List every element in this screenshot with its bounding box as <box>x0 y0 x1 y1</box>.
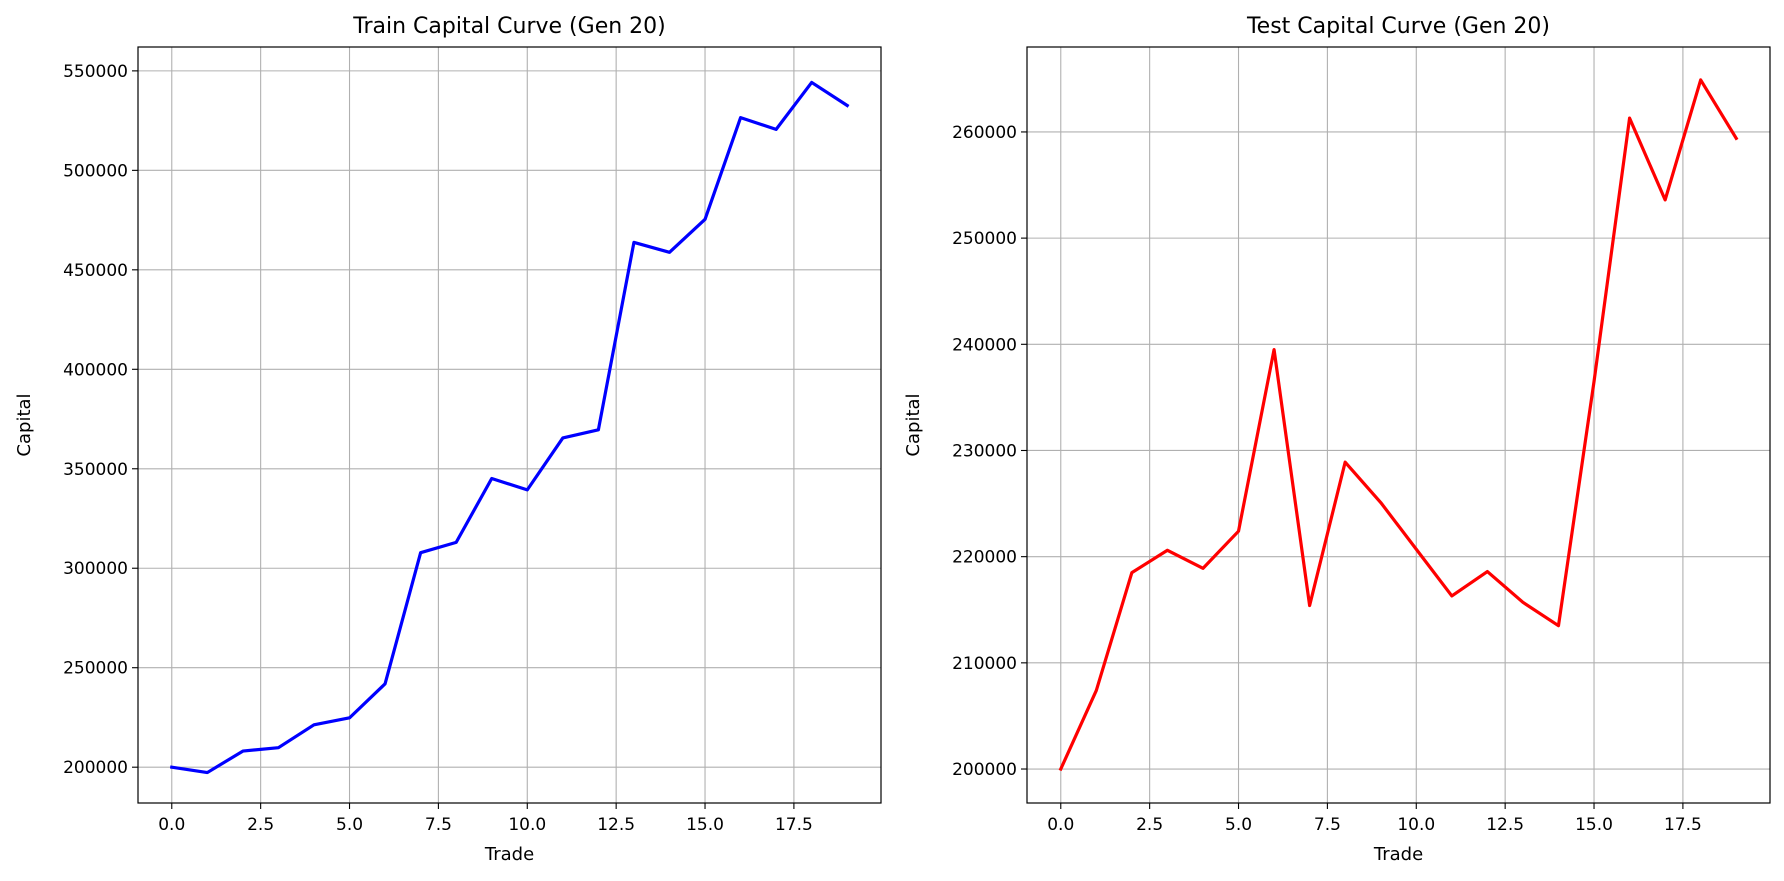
test-y-tick-label: 210000 <box>952 654 1017 674</box>
test-y-tick-label: 250000 <box>952 229 1017 249</box>
train-plot-area <box>169 80 850 775</box>
test-x-tick-label: 17.5 <box>1664 815 1702 835</box>
train-x-axis-label: Trade <box>484 844 534 865</box>
test-grid <box>1027 47 1770 803</box>
test-axes-frame <box>1026 46 1771 804</box>
test-capital-line <box>1058 78 1739 772</box>
train-x-tick-label: 10.0 <box>508 815 546 835</box>
test-x-tick-label: 10.0 <box>1397 815 1435 835</box>
test-ticks: 0.0 2.5 5.0 7.5 10.0 12.5 15.0 17.5 200000 210000… <box>952 123 1702 835</box>
test-chart: 0.0 2.5 5.0 7.5 10.0 12.5 15.0 17.5 200000 210000… <box>903 14 1771 865</box>
train-y-tick-label: 450000 <box>63 261 128 281</box>
train-x-tick-label: 12.5 <box>597 815 635 835</box>
test-x-tick-label: 7.5 <box>1314 815 1341 835</box>
train-y-tick-label: 300000 <box>63 559 128 579</box>
train-y-tick-label: 350000 <box>63 460 128 480</box>
train-y-tick-label: 550000 <box>63 62 128 82</box>
train-y-tick-label: 200000 <box>63 758 128 778</box>
train-chart-title: Train Capital Curve (Gen 20) <box>352 14 666 39</box>
train-x-tick-label: 15.0 <box>686 815 724 835</box>
test-y-axis-label: Capital <box>903 393 924 456</box>
test-y-tick-label: 220000 <box>952 548 1017 568</box>
train-x-tick-label: 0.0 <box>158 815 185 835</box>
test-x-axis-label: Trade <box>1373 844 1423 865</box>
train-axes-frame <box>137 46 882 804</box>
train-ticks: 0.0 2.5 5.0 7.5 10.0 12.5 15.0 17.5 200000 250000… <box>63 62 813 835</box>
train-y-axis-label: Capital <box>14 393 35 456</box>
test-y-tick-label: 260000 <box>952 123 1017 143</box>
train-capital-line <box>169 80 850 775</box>
test-y-tick-label: 200000 <box>952 760 1017 780</box>
train-x-tick-label: 2.5 <box>247 815 274 835</box>
test-x-tick-label: 5.0 <box>1225 815 1252 835</box>
train-y-tick-label: 400000 <box>63 360 128 380</box>
test-plot-area <box>1058 78 1739 772</box>
train-y-tick-label: 250000 <box>63 659 128 679</box>
train-x-tick-label: 5.0 <box>336 815 363 835</box>
test-y-tick-label: 240000 <box>952 335 1017 355</box>
train-grid <box>138 47 881 803</box>
test-y-tick-label: 230000 <box>952 441 1017 461</box>
test-x-tick-label: 0.0 <box>1047 815 1074 835</box>
test-chart-title: Test Capital Curve (Gen 20) <box>1246 14 1550 39</box>
test-x-tick-label: 2.5 <box>1136 815 1163 835</box>
train-y-tick-label: 500000 <box>63 161 128 181</box>
train-x-tick-label: 17.5 <box>775 815 813 835</box>
test-x-tick-label: 12.5 <box>1486 815 1524 835</box>
test-x-tick-label: 15.0 <box>1575 815 1613 835</box>
train-chart: 0.0 2.5 5.0 7.5 10.0 12.5 15.0 17.5 200000 250000… <box>14 14 882 865</box>
train-x-tick-label: 7.5 <box>425 815 452 835</box>
